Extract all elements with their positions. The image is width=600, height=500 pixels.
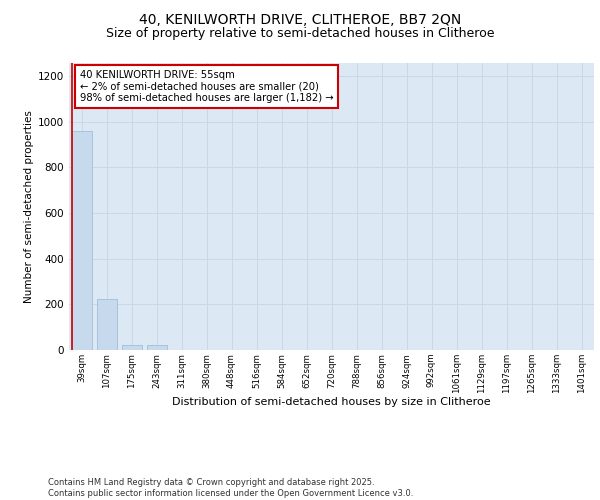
Bar [146,346,167,350]
Text: 40, KENILWORTH DRIVE, CLITHEROE, BB7 2QN: 40, KENILWORTH DRIVE, CLITHEROE, BB7 2QN [139,12,461,26]
Bar [71,131,91,350]
Text: Contains HM Land Registry data © Crown copyright and database right 2025.
Contai: Contains HM Land Registry data © Crown c… [48,478,413,498]
Bar [97,298,116,350]
Text: Size of property relative to semi-detached houses in Clitheroe: Size of property relative to semi-detach… [106,28,494,40]
Text: 40 KENILWORTH DRIVE: 55sqm
← 2% of semi-detached houses are smaller (20)
98% of : 40 KENILWORTH DRIVE: 55sqm ← 2% of semi-… [79,70,333,103]
Bar [121,346,142,350]
X-axis label: Distribution of semi-detached houses by size in Clitheroe: Distribution of semi-detached houses by … [172,398,491,407]
Y-axis label: Number of semi-detached properties: Number of semi-detached properties [24,110,34,302]
